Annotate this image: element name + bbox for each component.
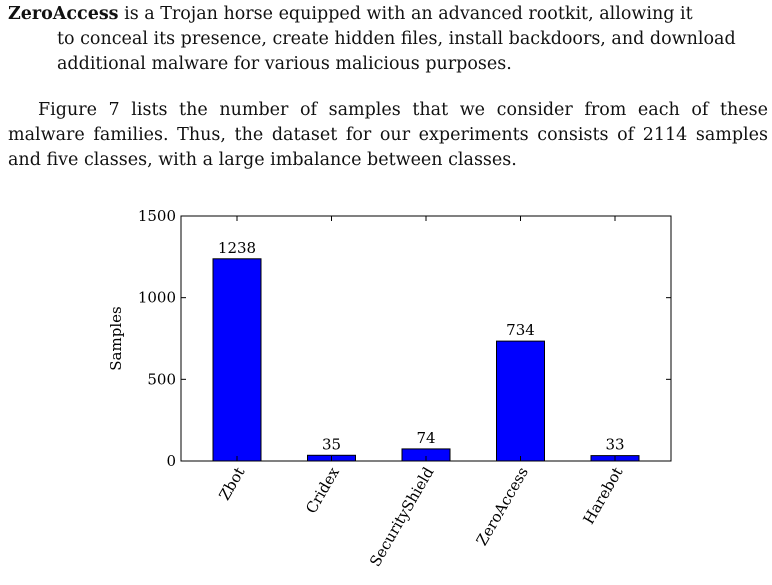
data-label: 734 bbox=[506, 321, 535, 339]
data-label: 33 bbox=[605, 436, 624, 454]
x-tick-label: Cridex bbox=[302, 464, 343, 517]
description-line-2: to conceal its presence, create hidden f… bbox=[57, 29, 736, 49]
data-label: 1238 bbox=[218, 239, 256, 257]
y-tick-label: 1000 bbox=[138, 289, 176, 307]
bar-zbot bbox=[212, 258, 262, 462]
description-line-1: ZeroAccess is a Trojan horse equipped wi… bbox=[8, 2, 768, 27]
x-tick-label: SecurityShield bbox=[366, 464, 438, 570]
bar-zeroaccess bbox=[496, 340, 545, 462]
dataset-paragraph: Figure 7 lists the number of samples tha… bbox=[8, 100, 768, 170]
description-line-3: additional malware for various malicious… bbox=[57, 54, 512, 74]
description-text-1: is a Trojan horse equipped with an advan… bbox=[118, 4, 693, 24]
x-tick-label: Harebot bbox=[580, 464, 627, 527]
x-tick-label: Zbot bbox=[215, 464, 248, 503]
y-axis-label: Samples bbox=[107, 306, 125, 370]
data-label: 35 bbox=[322, 435, 341, 453]
y-tick-label: 0 bbox=[166, 452, 176, 470]
zeroaccess-description: ZeroAccess is a Trojan horse equipped wi… bbox=[8, 2, 768, 77]
samples-bar-chart: 1238 35 74 734 33 0 500 1000 1500 Zbot Cridex Secur… bbox=[0, 205, 772, 585]
term-zeroaccess: ZeroAccess bbox=[8, 4, 119, 24]
x-tick-label: ZeroAccess bbox=[473, 464, 532, 549]
chart-svg: 1238 35 74 734 33 0 500 1000 1500 Zbot Cridex Secur… bbox=[107, 207, 672, 570]
y-tick-label: 500 bbox=[147, 370, 176, 388]
y-tick-label: 1500 bbox=[138, 207, 176, 225]
data-label: 74 bbox=[416, 429, 435, 447]
